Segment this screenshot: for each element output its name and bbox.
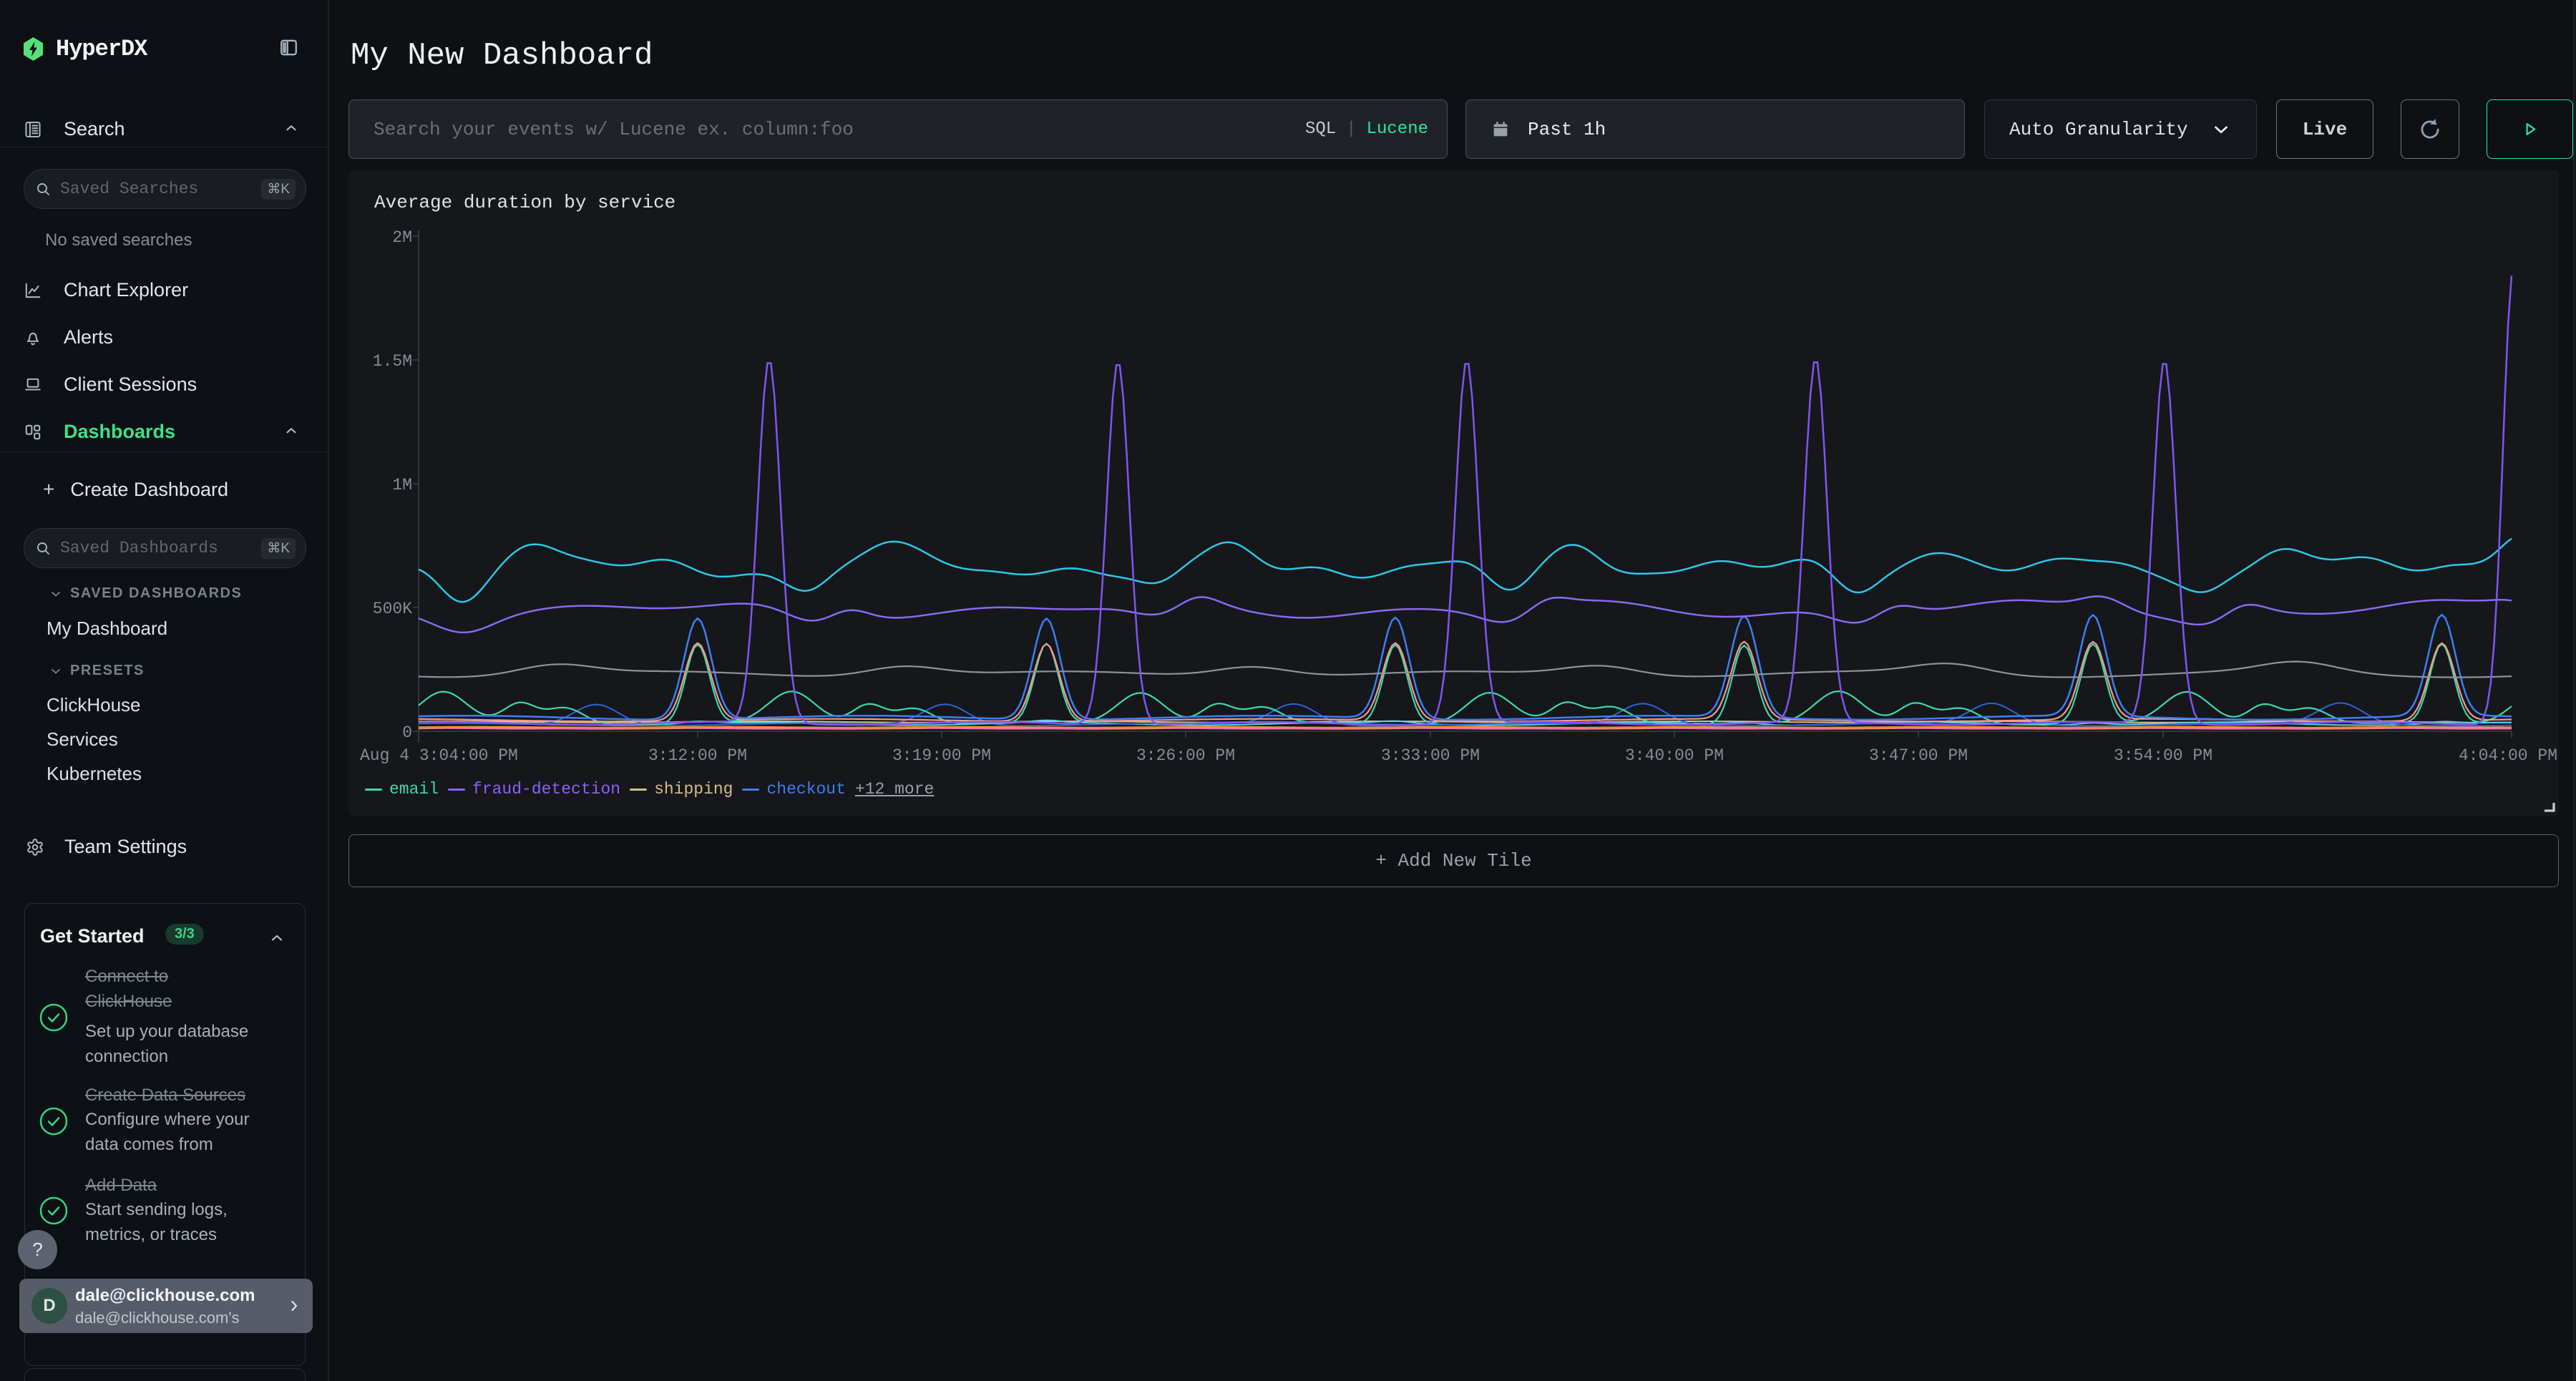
- svg-text:4:04:00 PM: 4:04:00 PM: [2459, 746, 2557, 765]
- svg-text:2M: 2M: [392, 228, 412, 247]
- svg-text:3:47:00 PM: 3:47:00 PM: [1869, 746, 1968, 765]
- svg-text:3:33:00 PM: 3:33:00 PM: [1381, 746, 1480, 765]
- svg-text:0: 0: [402, 723, 412, 742]
- svg-text:Aug 4 3:04:00 PM: Aug 4 3:04:00 PM: [360, 746, 518, 765]
- svg-text:3:40:00 PM: 3:40:00 PM: [1625, 746, 1724, 765]
- svg-text:1.5M: 1.5M: [373, 352, 412, 371]
- svg-text:3:19:00 PM: 3:19:00 PM: [892, 746, 991, 765]
- svg-text:500K: 500K: [373, 600, 412, 618]
- svg-text:3:26:00 PM: 3:26:00 PM: [1136, 746, 1235, 765]
- svg-text:3:12:00 PM: 3:12:00 PM: [648, 746, 747, 765]
- svg-text:3:54:00 PM: 3:54:00 PM: [2114, 746, 2212, 765]
- svg-text:1M: 1M: [392, 476, 412, 494]
